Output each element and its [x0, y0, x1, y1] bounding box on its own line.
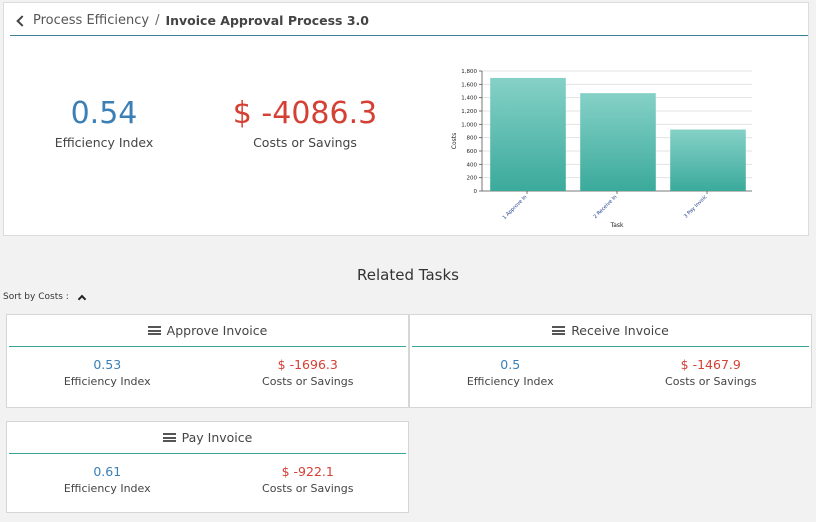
task-card-approve-invoice[interactable]: Approve Invoice 0.53 Efficiency Index $ … [6, 314, 409, 408]
task-title: Pay Invoice [181, 430, 253, 445]
y-tick-label: 600 [467, 149, 478, 155]
task-card-pay-invoice[interactable]: Pay Invoice 0.61 Efficiency Index $ -922… [6, 421, 409, 513]
chevron-left-icon[interactable] [16, 14, 28, 27]
y-tick-label: 1,000 [461, 122, 477, 128]
bar-1[interactable] [490, 77, 566, 191]
y-tick-label: 800 [467, 136, 478, 142]
task-efficiency-label: Efficiency Index [466, 375, 554, 388]
costs-bar-chart: 0 200 400 600 800 1,000 1,200 1,400 1,600 1,800 1… [451, 69, 752, 229]
x-tick-label: 1 Approve In [502, 194, 529, 221]
y-tick-label: 400 [467, 162, 478, 168]
cost-value: $ -4086.3 [232, 96, 378, 131]
chart-x-axis-label: Task [610, 222, 624, 229]
task-cost-label: Costs or Savings [665, 375, 757, 388]
breadcrumb-current: Invoice Approval Process 3.0 [165, 12, 369, 28]
task-efficiency-value: 0.61 [93, 464, 122, 479]
task-card-header: Receive Invoice [412, 315, 809, 347]
header-divider [10, 35, 808, 36]
sort-direction-caret-icon[interactable] [77, 294, 87, 303]
chart-y-axis-label: Costs [451, 133, 458, 149]
task-efficiency-value: 0.5 [500, 357, 521, 372]
sort-label: Sort by Costs : [3, 292, 69, 302]
breadcrumb-separator: / [155, 12, 160, 28]
y-tick-label: 0 [474, 189, 478, 195]
task-cost-value: $ -922.1 [281, 464, 334, 479]
cost-metric: $ -4086.3 Costs or Savings [210, 96, 400, 151]
chart-bars [490, 77, 746, 191]
y-tick-label: 1,600 [461, 82, 477, 88]
chart-x-labels: 1 Approve In 2 Receive In 3 Pay Invoic [502, 191, 709, 221]
task-title: Approve Invoice [166, 323, 268, 338]
cost-label: Costs or Savings [253, 135, 357, 150]
bar-2[interactable] [580, 93, 656, 191]
efficiency-value: 0.54 [70, 96, 138, 131]
efficiency-metric: 0.54 Efficiency Index [34, 96, 174, 151]
summary-panel: Process Efficiency / Invoice Approval Pr… [3, 2, 809, 236]
task-cost-value: $ -1467.9 [680, 357, 741, 372]
related-tasks-title: Related Tasks [357, 266, 459, 284]
task-efficiency-label: Efficiency Index [63, 375, 151, 388]
task-efficiency-value: 0.53 [93, 357, 122, 372]
task-title: Receive Invoice [571, 323, 669, 338]
task-list-icon [552, 326, 566, 335]
task-efficiency-label: Efficiency Index [63, 482, 151, 495]
task-card-receive-invoice[interactable]: Receive Invoice 0.5 Efficiency Index $ -… [409, 314, 812, 408]
task-list-icon [147, 326, 161, 335]
bar-3[interactable] [670, 129, 746, 191]
y-tick-label: 200 [467, 176, 478, 182]
task-card-header: Pay Invoice [9, 422, 406, 454]
efficiency-label: Efficiency Index [54, 135, 154, 150]
x-tick-label: 2 Receive In [593, 194, 619, 220]
task-cost-label: Costs or Savings [262, 375, 354, 388]
y-tick-label: 1,800 [461, 69, 477, 75]
y-tick-label: 1,200 [461, 109, 477, 115]
task-cost-value: $ -1696.3 [277, 357, 338, 372]
sort-control: Sort by Costs : [3, 292, 87, 303]
breadcrumb: Process Efficiency / Invoice Approval Pr… [16, 9, 369, 31]
breadcrumb-parent-link[interactable]: Process Efficiency [33, 12, 150, 28]
task-list-icon [162, 433, 176, 442]
x-tick-label: 3 Pay Invoic [683, 194, 709, 220]
task-card-header: Approve Invoice [9, 315, 406, 347]
y-tick-label: 1,400 [461, 96, 477, 102]
task-cost-label: Costs or Savings [262, 482, 354, 495]
